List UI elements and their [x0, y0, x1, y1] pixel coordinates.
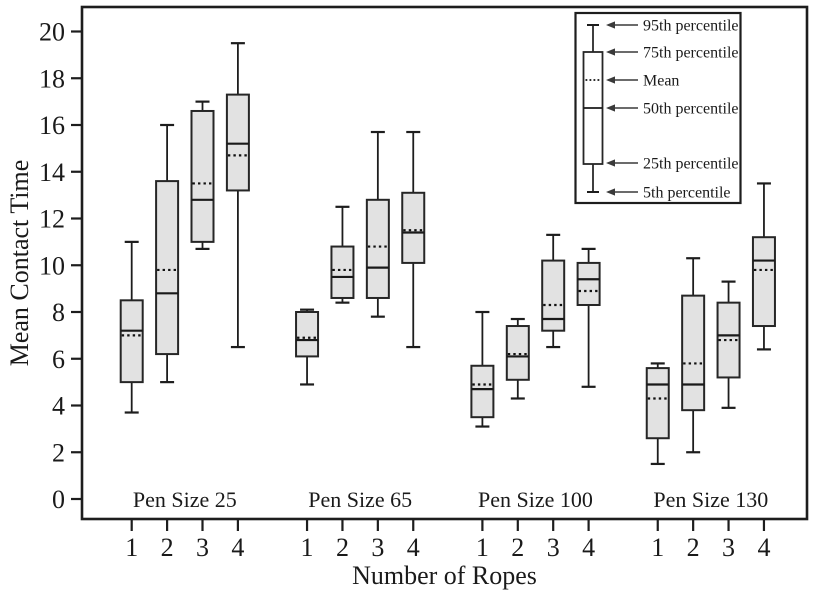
- legend-arrow-head-icon: [606, 48, 615, 56]
- iqr-box: [576, 261, 601, 306]
- legend-arrow-head-icon: [606, 21, 615, 29]
- plot-frame: [80, 5, 809, 521]
- y-tick-label: 14: [39, 158, 65, 187]
- group-pen-size-130: Pen Size 130 1 2 3 4: [645, 182, 776, 562]
- legend-arrow-head-icon: [606, 188, 615, 196]
- legend-item-label: 50th percentile: [643, 101, 739, 118]
- legend-item-label: 75th percentile: [643, 45, 739, 62]
- box-pen-size-100-ropes-2: [505, 317, 530, 400]
- iqr-box: [119, 299, 144, 384]
- group-label: Pen Size 130: [653, 487, 768, 512]
- iqr-box: [190, 109, 215, 243]
- box-pen-size-25-ropes-1: [119, 240, 144, 414]
- legend-item-label: 5th percentile: [643, 185, 731, 202]
- group-label: Pen Size 100: [478, 487, 593, 512]
- x-tick-label: 1: [651, 533, 664, 562]
- y-tick-label: 0: [52, 485, 65, 514]
- box-pen-size-100-ropes-1: [470, 310, 495, 428]
- legend-item-label: Mean: [643, 73, 679, 90]
- iqr-box: [330, 245, 355, 299]
- y-tick-label: 2: [52, 438, 65, 467]
- x-tick-label: 3: [196, 533, 209, 562]
- x-tick-label: 3: [371, 533, 384, 562]
- box-pen-size-25-ropes-3: [190, 100, 215, 250]
- box-pen-size-65-ropes-2: [330, 205, 355, 304]
- x-axis-title: Number of Ropes: [352, 561, 537, 590]
- x-tick-label: 4: [231, 533, 244, 562]
- y-tick-label: 4: [52, 392, 65, 421]
- iqr-box: [541, 259, 566, 332]
- x-tick-label: 4: [582, 533, 595, 562]
- x-tick-label: 3: [547, 533, 560, 562]
- x-tick-label: 2: [511, 533, 524, 562]
- box-pen-size-130-ropes-4: [751, 182, 776, 351]
- box-pen-size-25-ropes-4: [225, 42, 250, 349]
- iqr-box: [470, 364, 495, 419]
- iqr-box: [225, 93, 250, 192]
- y-axis: 0 2 4 6 8 10 12 14 16 18 20: [39, 18, 82, 514]
- group-pen-size-65: Pen Size 65 1 2 3 4: [295, 130, 426, 562]
- y-tick-label: 6: [52, 345, 65, 374]
- y-tick-label: 16: [39, 111, 65, 140]
- x-tick-label: 3: [722, 533, 735, 562]
- x-tick-label: 2: [161, 533, 174, 562]
- x-tick-label: 1: [476, 533, 489, 562]
- y-tick-label: 18: [39, 64, 65, 93]
- legend: 95th percentile 75th percentile Mean 50th p…: [574, 11, 742, 205]
- y-tick-label: 12: [39, 205, 65, 234]
- iqr-box: [295, 311, 320, 358]
- iqr-box: [401, 191, 426, 264]
- x-tick-label: 4: [757, 533, 770, 562]
- y-tick-label: 8: [52, 298, 65, 327]
- iqr-box: [505, 325, 530, 381]
- iqr-box: [155, 180, 180, 356]
- box-pen-size-130-ropes-1: [645, 362, 670, 466]
- legend-arrow-head-icon: [606, 159, 615, 167]
- y-axis-title: Mean Contact Time: [5, 159, 34, 367]
- legend-arrow-head-icon: [606, 104, 615, 112]
- iqr-box: [645, 367, 670, 440]
- box-pen-size-130-ropes-2: [681, 257, 706, 454]
- legend-arrow-head-icon: [606, 76, 615, 84]
- iqr-box: [365, 198, 390, 299]
- legend-item-label: 25th percentile: [643, 156, 739, 173]
- box-pen-size-100-ropes-4: [576, 247, 601, 388]
- group-label: Pen Size 65: [308, 487, 412, 512]
- box-pen-size-65-ropes-1: [295, 308, 320, 386]
- x-tick-label: 2: [687, 533, 700, 562]
- x-tick-label: 1: [125, 533, 138, 562]
- group-pen-size-25: Pen Size 25 1 2 3 4: [119, 42, 250, 562]
- legend-item-label: 95th percentile: [643, 18, 739, 35]
- box-pen-size-65-ropes-3: [365, 130, 390, 318]
- box-pen-size-65-ropes-4: [401, 130, 426, 349]
- x-tick-label: 1: [301, 533, 314, 562]
- x-tick-label: 4: [407, 533, 420, 562]
- box-pen-size-100-ropes-3: [541, 233, 566, 349]
- group-pen-size-100: Pen Size 100 1 2 3 4: [470, 233, 601, 562]
- y-tick-label: 20: [39, 18, 65, 47]
- iqr-box: [681, 294, 706, 412]
- y-tick-label: 10: [39, 251, 65, 280]
- iqr-box: [716, 301, 741, 379]
- box-pen-size-130-ropes-3: [716, 280, 741, 409]
- x-tick-label: 2: [336, 533, 349, 562]
- box-pen-size-25-ropes-2: [155, 123, 180, 384]
- iqr-box: [751, 236, 776, 328]
- group-label: Pen Size 25: [133, 487, 237, 512]
